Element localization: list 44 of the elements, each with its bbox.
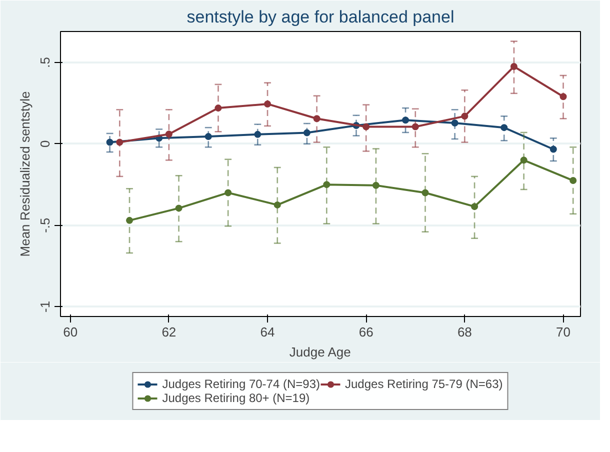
point	[550, 146, 557, 153]
point	[175, 204, 182, 212]
point	[412, 123, 419, 130]
point	[500, 124, 508, 132]
point	[224, 189, 232, 196]
legend-label: Judges Retiring 80+ (N=19)	[162, 391, 310, 405]
x-tick-label: 70	[556, 324, 570, 340]
point	[204, 133, 212, 140]
point	[116, 138, 124, 146]
point	[402, 116, 410, 124]
y-tick-label: 0	[38, 140, 52, 148]
x-tick-label: 62	[162, 324, 176, 340]
x-axis-title: Judge Age	[289, 344, 351, 360]
x-tick-label: 64	[260, 324, 275, 340]
legend-label: Judges Retiring 75-79 (N=63)	[345, 377, 503, 391]
chart-title: sentstyle by age for balanced panel	[186, 8, 454, 26]
x-tick-label: 60	[63, 324, 78, 340]
point	[323, 181, 330, 188]
point	[372, 182, 380, 189]
y-axis-title: Mean Residualized sentstyle	[18, 91, 32, 257]
point	[254, 130, 262, 138]
x-tick-label: 66	[358, 324, 374, 340]
point	[214, 104, 222, 112]
y-tick-label: -1	[38, 300, 52, 313]
point	[274, 201, 281, 208]
point	[560, 93, 567, 100]
point	[313, 115, 320, 122]
point	[520, 156, 528, 164]
point	[422, 189, 429, 196]
y-tick-label: .5	[38, 57, 52, 68]
point	[303, 129, 310, 136]
legend-label: Judges Retiring 70-74 (N=93)	[162, 377, 320, 391]
point	[471, 203, 478, 210]
point	[451, 120, 458, 127]
point	[570, 177, 577, 184]
point	[126, 216, 134, 224]
point	[106, 138, 114, 146]
x-tick-label: 68	[457, 324, 472, 340]
point	[510, 63, 518, 70]
point	[264, 100, 272, 108]
point	[362, 123, 370, 130]
y-tick-label: -.5	[38, 218, 52, 233]
point	[165, 130, 172, 138]
point	[461, 112, 468, 120]
